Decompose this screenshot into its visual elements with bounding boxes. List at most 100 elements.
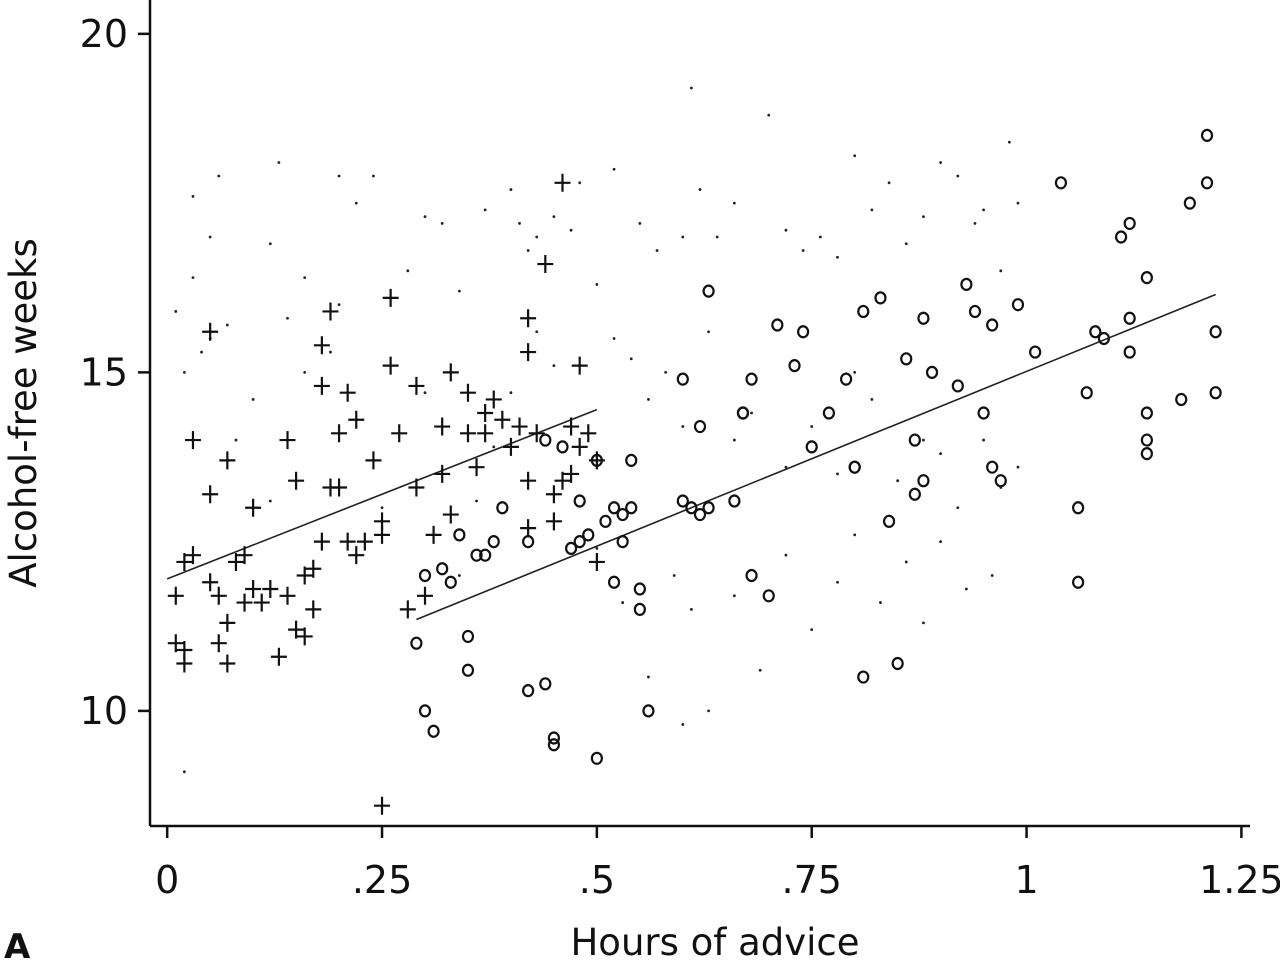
data-point-dot	[707, 330, 710, 334]
data-point-plus	[176, 640, 193, 659]
data-point-circle	[1200, 176, 1214, 190]
data-point-dot	[1007, 140, 1011, 144]
data-point-plus	[210, 634, 227, 653]
data-point-dot	[982, 438, 985, 442]
data-point-dot	[818, 235, 822, 239]
data-point-circle	[788, 359, 801, 373]
data-point-dot	[810, 628, 814, 632]
data-point-dot	[939, 161, 943, 164]
data-point-dot	[853, 370, 857, 374]
data-point-circle	[633, 582, 646, 596]
data-point-dot	[277, 161, 281, 164]
data-point-circle	[1175, 392, 1188, 407]
data-point-dot	[483, 208, 487, 212]
data-point-plus	[202, 573, 219, 592]
data-point-plus	[588, 552, 605, 571]
data-point-plus	[322, 302, 339, 321]
data-point-circle	[908, 433, 921, 447]
data-point-plus	[511, 417, 528, 436]
data-point-circle	[496, 501, 509, 515]
data-point-dot	[750, 411, 753, 415]
series-circles	[410, 128, 1222, 765]
data-point-circle	[986, 318, 999, 332]
data-point-dot	[836, 472, 839, 476]
data-point-dot	[329, 350, 332, 354]
data-point-circle	[1054, 176, 1068, 190]
data-point-circle	[960, 277, 973, 291]
data-point-circle	[539, 677, 552, 691]
data-point-plus	[356, 532, 373, 551]
data-point-dot	[509, 188, 513, 191]
data-point-circle	[908, 487, 921, 501]
data-point-dot	[956, 174, 960, 178]
data-point-dot	[535, 330, 539, 334]
data-point-circle	[1089, 325, 1102, 339]
data-point-plus	[305, 600, 322, 619]
data-point-plus	[374, 796, 391, 815]
data-point-plus	[339, 383, 356, 402]
data-point-plus	[520, 343, 537, 362]
data-point-dot	[595, 547, 599, 550]
data-point-circle	[470, 548, 483, 562]
data-point-circle	[418, 704, 432, 718]
data-point-dot	[406, 269, 410, 273]
data-point-dot	[707, 709, 710, 713]
data-point-plus	[520, 519, 537, 538]
data-point-dot	[939, 540, 943, 544]
data-point-circle	[564, 541, 578, 556]
data-point-circle	[599, 514, 612, 528]
data-point-circle	[745, 568, 758, 583]
data-point-dot	[904, 560, 908, 564]
data-point-dot	[681, 723, 685, 726]
data-point-circle	[453, 528, 466, 542]
y-axis-title: Alcohol-free weeks	[2, 238, 45, 588]
data-point-circle	[410, 636, 423, 650]
data-point-dot	[732, 438, 736, 442]
fit-lines	[166, 293, 1216, 621]
data-point-plus	[202, 485, 219, 504]
data-point-circle	[607, 501, 621, 515]
data-point-dot	[784, 465, 788, 469]
data-point-dot	[268, 242, 272, 246]
data-point-dot	[965, 587, 968, 591]
data-point-dot	[423, 391, 427, 395]
data-point-plus	[176, 552, 193, 571]
data-point-dot	[870, 398, 874, 401]
data-point-circle	[900, 352, 913, 366]
data-point-dot	[638, 222, 642, 225]
data-point-plus	[339, 532, 356, 551]
data-point-plus	[288, 620, 305, 639]
data-point-circle	[1123, 311, 1136, 325]
data-point-plus	[184, 431, 201, 450]
data-point-dot	[647, 398, 650, 401]
data-point-circle	[573, 494, 586, 508]
data-point-plus	[537, 255, 554, 274]
data-point-circle	[702, 284, 715, 298]
data-point-plus	[245, 498, 262, 517]
data-point-circle	[487, 535, 500, 549]
data-point-circle	[857, 670, 870, 684]
data-point-dot	[552, 364, 556, 368]
data-point-dot	[1016, 465, 1020, 469]
axes: 0 .25 .5 .75 1 1.25 10 15 20	[80, 0, 1280, 902]
data-point-dot	[303, 276, 307, 279]
data-point-dot	[268, 499, 272, 503]
data-point-dot	[182, 370, 186, 374]
data-point-plus	[313, 376, 330, 395]
data-point-dot	[853, 154, 857, 158]
data-point-dot	[681, 235, 685, 239]
data-point-plus	[580, 424, 597, 443]
data-point-dot	[999, 269, 1003, 273]
data-point-circle	[1080, 386, 1093, 400]
data-point-dot	[225, 323, 229, 327]
data-point-dot	[715, 235, 719, 239]
data-point-dot	[475, 499, 478, 503]
data-point-dot	[672, 574, 676, 577]
data-point-circle	[693, 507, 707, 522]
data-point-plus	[545, 512, 562, 531]
data-point-circle	[1200, 128, 1214, 143]
fit-line	[416, 293, 1216, 621]
data-point-plus	[348, 546, 365, 565]
data-point-plus	[528, 424, 545, 443]
data-point-plus	[477, 424, 494, 443]
